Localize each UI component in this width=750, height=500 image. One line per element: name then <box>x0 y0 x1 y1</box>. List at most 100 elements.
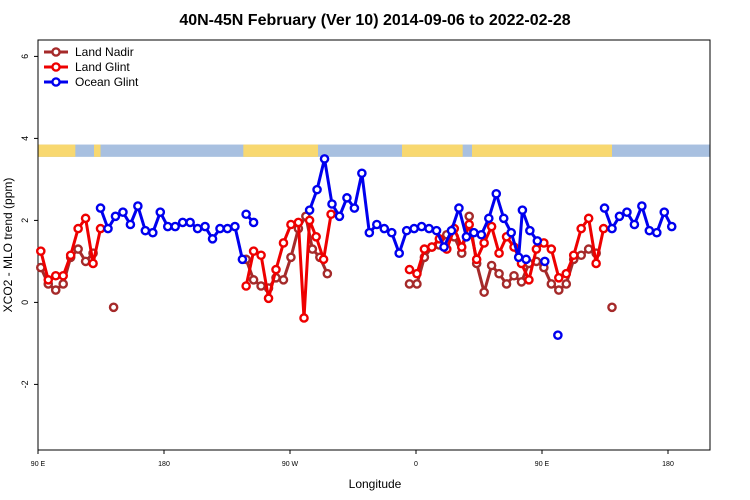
data-point <box>532 236 543 246</box>
data-point <box>311 231 321 242</box>
data-point <box>200 221 210 232</box>
data-point <box>553 330 563 341</box>
y-tick-label: 2 <box>20 218 30 223</box>
x-tick-label: 180 <box>158 461 170 468</box>
data-point <box>401 225 412 236</box>
data-point <box>207 234 218 244</box>
x-axis: 90 E 180 90 W 0 90 E 180 <box>31 450 674 468</box>
data-point <box>506 227 517 238</box>
data-point <box>439 242 449 252</box>
data-point <box>498 213 509 224</box>
chart-title: 40N-45N February (Ver 10) 2014-09-06 to … <box>179 12 570 29</box>
data-point <box>546 279 557 289</box>
x-tick-label: 180 <box>662 461 674 468</box>
series-land-nadir <box>36 211 617 313</box>
data-point <box>304 205 315 215</box>
data-point <box>598 223 609 234</box>
y-tick-label: -2 <box>20 380 30 388</box>
data-point <box>147 227 158 238</box>
data-point <box>307 244 318 254</box>
data-point <box>299 313 309 323</box>
data-point <box>95 203 106 213</box>
land-band-segment <box>243 144 318 157</box>
data-point <box>36 246 46 256</box>
data-point <box>583 244 594 254</box>
land-ocean-band <box>38 144 710 157</box>
data-point <box>322 268 333 279</box>
data-point <box>494 268 504 279</box>
data-point <box>177 217 188 228</box>
data-point <box>404 264 415 275</box>
data-point <box>318 254 329 265</box>
data-point <box>576 250 587 261</box>
data-point <box>491 188 502 199</box>
data-point <box>349 203 360 213</box>
data-point <box>103 223 113 234</box>
land-band-segment <box>402 144 463 157</box>
data-point <box>540 256 550 267</box>
data-point <box>50 270 61 281</box>
data-point <box>73 223 83 234</box>
series-line <box>39 216 103 282</box>
data-point <box>471 254 482 265</box>
land-band-segment <box>94 144 101 157</box>
data-point <box>286 252 296 263</box>
series-line <box>603 204 674 235</box>
data-point <box>394 248 405 258</box>
data-point <box>521 254 531 265</box>
legend-item: Ocean Glint <box>44 75 139 89</box>
data-point <box>483 213 494 224</box>
x-tick-label: 0 <box>414 461 418 468</box>
data-point <box>546 244 557 254</box>
legend-label: Land Glint <box>75 60 130 74</box>
data-point <box>531 244 542 254</box>
data-point <box>516 277 527 287</box>
legend-label: Land Nadir <box>75 45 134 59</box>
data-point <box>58 279 69 289</box>
data-point <box>327 199 337 209</box>
y-tick-label: 4 <box>20 136 30 141</box>
data-point <box>386 227 397 238</box>
plot-frame <box>37 39 711 451</box>
data-point <box>659 207 670 217</box>
data-point <box>108 302 119 313</box>
data-point <box>73 244 83 254</box>
data-point <box>479 287 489 297</box>
data-point <box>525 225 535 236</box>
data-point <box>409 223 419 234</box>
data-point <box>517 205 528 215</box>
data-point <box>278 238 289 248</box>
data-point <box>162 221 173 232</box>
data-point <box>155 207 166 217</box>
y-axis: -2 0 2 4 6 <box>20 54 38 388</box>
data-point <box>125 219 136 230</box>
legend-label: Ocean Glint <box>75 75 139 89</box>
data-point <box>486 221 497 232</box>
data-point <box>248 275 259 285</box>
data-point <box>629 219 640 230</box>
data-point <box>192 223 203 234</box>
legend-marker <box>51 62 61 72</box>
legend-item: Land Nadir <box>44 45 134 59</box>
data-point <box>583 213 594 224</box>
data-point <box>501 279 512 289</box>
data-point <box>293 217 304 228</box>
land-band-segment <box>472 144 612 157</box>
data-point <box>666 221 677 232</box>
data-point <box>364 227 375 238</box>
data-point <box>479 238 489 248</box>
data-point <box>509 270 519 281</box>
data-point <box>170 221 180 232</box>
data-point <box>248 246 259 256</box>
data-point <box>591 258 601 269</box>
data-point <box>357 168 367 179</box>
series-layer <box>36 154 677 341</box>
data-point <box>230 221 240 232</box>
data-point <box>622 207 632 217</box>
data-point <box>43 275 54 285</box>
data-point <box>607 223 617 234</box>
data-point <box>342 193 352 203</box>
data-point <box>456 242 467 252</box>
data-point <box>248 217 259 228</box>
